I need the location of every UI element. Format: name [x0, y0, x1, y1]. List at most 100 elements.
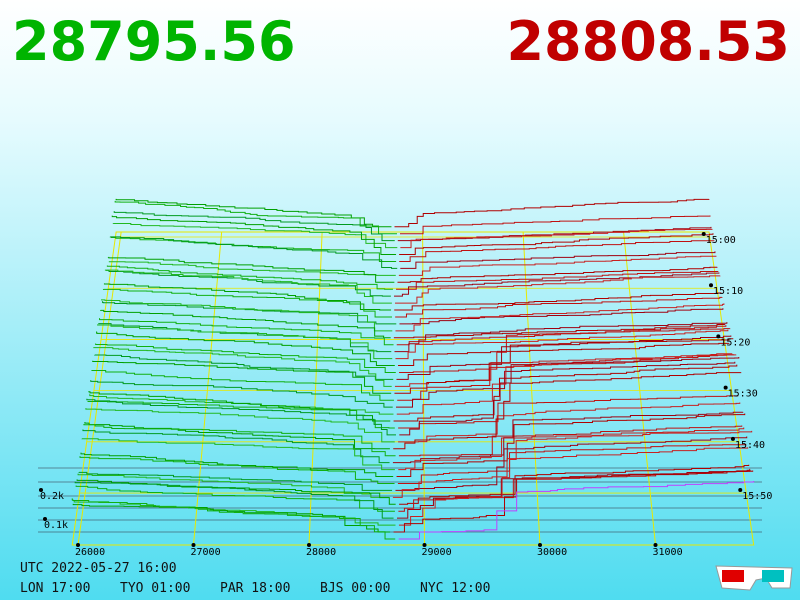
bid-depth-line — [71, 498, 396, 540]
time-label: 15:50 — [742, 491, 772, 502]
ask-depth-line — [392, 447, 749, 498]
bid-depth-line — [84, 421, 390, 450]
bid-depth-line — [85, 408, 395, 443]
bid-depth-line — [95, 343, 396, 373]
ask-depth-line — [397, 443, 747, 484]
ask-depth-line — [399, 240, 715, 262]
ask-depth-line — [394, 322, 728, 353]
volume-tick — [43, 517, 47, 521]
ask-depth-line — [399, 233, 714, 256]
bid-depth-line — [107, 256, 395, 283]
ask-depth-line — [398, 425, 743, 457]
volume-label: 0.2k — [40, 491, 64, 502]
time-tick — [716, 334, 721, 339]
floor-outline — [71, 231, 755, 546]
ask-depth-line — [400, 215, 711, 235]
price-tick — [653, 543, 658, 547]
ask-depth-line — [398, 427, 745, 471]
price-tick — [538, 543, 542, 547]
ask-depth-line — [394, 338, 734, 394]
bid-depth-line — [115, 198, 392, 228]
ask-depth-line — [396, 271, 719, 290]
ask-depth-line — [399, 328, 731, 373]
ask-depth-line — [398, 402, 741, 443]
price-label: 31000 — [653, 547, 683, 558]
ask-depth-line — [398, 342, 730, 367]
time-tick — [701, 232, 706, 237]
ask-depth-line — [398, 430, 753, 526]
ask-depth-line — [397, 266, 718, 283]
city-time: LON 17:00 — [20, 581, 90, 596]
price-tick — [422, 543, 427, 547]
bid-depth-line — [114, 200, 397, 235]
bid-depth-line — [88, 391, 391, 422]
time-label: 15:40 — [735, 440, 765, 451]
ask-depth-line — [399, 464, 750, 505]
price-tick — [191, 543, 196, 547]
volume-label: 0.1k — [44, 520, 68, 531]
cyan-lens — [762, 570, 784, 582]
ask-depth-line — [398, 481, 755, 540]
ask-depth-line — [399, 308, 724, 325]
ask-depth-line — [395, 275, 721, 304]
bid-depth-line — [81, 438, 395, 471]
ask-depth-line — [393, 372, 742, 450]
ask-depth-line — [393, 470, 754, 533]
bid-depth-line — [100, 299, 393, 332]
ask-depth-line — [393, 324, 726, 339]
city-time: BJS 00:00 — [320, 581, 390, 596]
bid-depth-line — [78, 471, 393, 491]
ask-depth-line — [394, 272, 720, 297]
ask-depth-line — [396, 413, 746, 478]
ask-depth-line — [394, 292, 722, 311]
depth-lines — [71, 198, 755, 540]
axis-labels: 26000 27000 28000 29000 30000 31000 15:00 15:10… — [39, 232, 772, 558]
bid-depth-line — [112, 223, 398, 249]
bid-depth-line — [72, 503, 391, 533]
bid-depth-line — [91, 369, 394, 401]
bid-depth-line — [109, 236, 398, 269]
bid-depth-line — [111, 215, 397, 256]
ask-depth-line — [392, 411, 744, 464]
bid-price: 28795.56 — [12, 10, 296, 73]
price-label: 26000 — [75, 547, 105, 558]
bid-depth-line — [113, 211, 395, 242]
time-label: 15:20 — [720, 337, 750, 348]
bid-depth-line — [77, 473, 390, 498]
ask-depth-line — [398, 255, 717, 276]
time-tick — [709, 283, 714, 288]
price-tick — [307, 543, 311, 547]
bid-depth-line — [79, 456, 395, 484]
red-lens — [722, 570, 744, 582]
ask-depth-line — [399, 357, 740, 436]
price-tick — [76, 543, 80, 547]
ask-depth-line — [400, 251, 716, 269]
bid-depth-line — [94, 354, 394, 380]
bid-depth-line — [99, 318, 394, 346]
ask-depth-line — [394, 198, 710, 228]
ask-depth-line — [397, 470, 752, 519]
volume-tick — [39, 488, 43, 492]
bid-depth-line — [108, 261, 396, 276]
ask-depth-line — [393, 364, 738, 422]
price-label: 30000 — [537, 547, 567, 558]
bid-depth-line — [82, 429, 390, 464]
bid-depth-line — [100, 309, 391, 339]
ask-depth-line — [395, 361, 736, 408]
bid-depth-line — [97, 324, 393, 360]
city-time: NYC 12:00 — [420, 581, 490, 596]
ask-depth-line — [395, 329, 729, 360]
bid-depth-line — [96, 331, 395, 367]
bid-depth-line — [92, 360, 392, 394]
bid-depth-line — [80, 452, 394, 478]
price-label: 29000 — [422, 547, 452, 558]
ask-depth-line — [398, 395, 739, 429]
bid-depth-line — [104, 269, 392, 304]
bid-depth-line — [83, 423, 396, 457]
ask-depth-line — [396, 335, 732, 380]
bid-depth-line — [75, 485, 395, 512]
bid-depth-line — [102, 288, 393, 318]
bid-depth-line — [106, 265, 393, 290]
bid-depth-line — [74, 481, 394, 519]
